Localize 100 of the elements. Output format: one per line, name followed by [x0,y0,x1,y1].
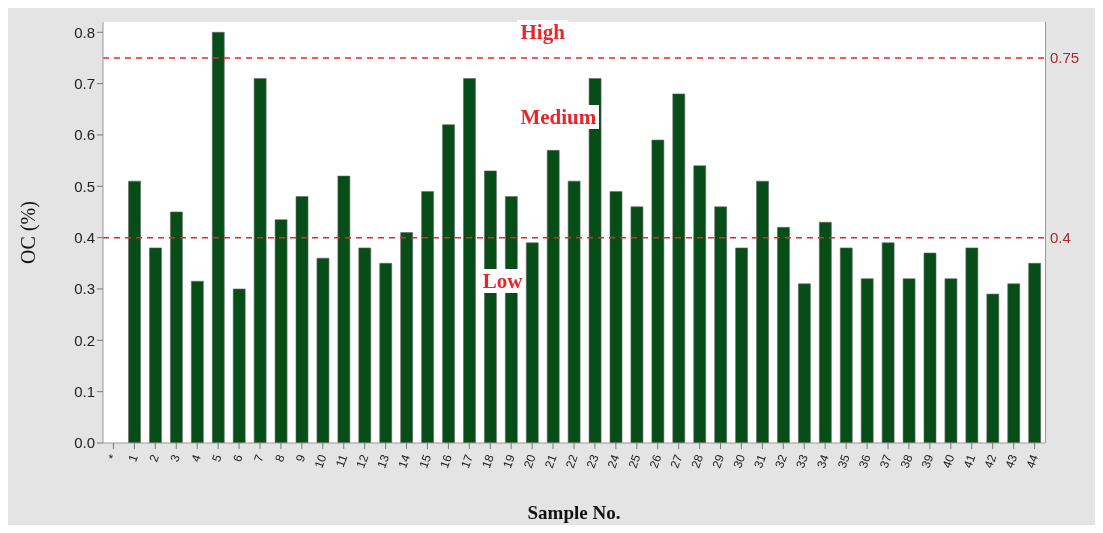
y-tick-label: 0.2 [74,331,95,349]
bar [986,293,1000,443]
x-tick-label: 2 [146,452,163,464]
x-tick-label: 4 [188,452,204,464]
x-tick-label: 34 [814,452,832,470]
x-tick-label: 43 [1002,452,1021,470]
bar [923,252,937,443]
annotation: High [517,20,568,45]
bar [211,31,225,443]
bar [672,93,686,443]
x-tick-label: 39 [918,452,937,470]
x-tick-label: 25 [625,452,644,470]
x-tick-label: 14 [395,452,414,470]
y-tick-label: 0.1 [74,382,95,400]
x-tick-label: 10 [311,452,330,470]
x-tick-label: 11 [332,452,351,470]
bar [149,247,162,443]
x-tick-label: 35 [834,452,853,470]
bar [400,232,413,443]
bar [274,219,288,443]
y-tick-label: 0.7 [74,74,95,92]
x-tick-label: 15 [416,452,435,470]
bar [379,263,393,443]
x-tick-label: 44 [1023,452,1042,470]
bar [902,278,916,443]
x-tick-label: 3 [167,452,183,464]
bar [1028,263,1041,443]
x-tick-label: 18 [479,452,497,470]
x-tick-label: 1 [125,452,142,464]
bar [777,227,790,443]
x-tick-label: 16 [437,452,456,470]
ref-line-label: 0.75 [1050,49,1080,67]
bar [819,221,832,443]
x-tick-label: 42 [981,452,1000,470]
x-tick-label: 28 [688,452,707,470]
bar [232,288,246,443]
bar [756,180,769,443]
x-tick-label: 33 [793,452,811,470]
bar [881,242,895,443]
x-tick-label: 6 [230,452,246,464]
bar [609,191,623,443]
y-tick-label: 0.8 [74,23,95,41]
x-tick-label: 7 [251,452,267,464]
bar [463,78,476,443]
annotation: Low [479,269,526,294]
y-tick-label: 0.6 [74,126,95,144]
bar [944,278,958,443]
x-tick-label: 36 [855,452,874,470]
x-tick-label: 12 [353,452,372,470]
x-tick-label: 32 [772,452,791,470]
x-tick-label: 19 [500,452,518,470]
bar [630,206,644,443]
x-tick-label: 20 [520,452,539,470]
annotation: Medium [517,104,600,129]
bar [525,242,539,443]
bar [798,283,811,443]
x-tick-label: 27 [667,452,686,470]
x-tick-label: 13 [374,452,393,470]
bar [567,180,581,443]
x-tick-label: 30 [730,452,749,470]
bar [295,196,309,443]
x-tick-label: 38 [897,452,916,470]
bar [128,180,141,443]
bar [358,247,372,443]
x-tick-label: 23 [583,452,602,470]
x-tick-label: 9 [293,452,309,464]
bar [253,78,267,443]
x-tick-label: 40 [939,452,958,470]
y-tick-label: 0.4 [74,228,95,246]
y-axis-title: OC (%) [17,201,41,264]
bar [170,211,183,443]
bar [860,278,874,443]
x-tick-label: 29 [709,452,728,470]
y-tick-label: 0.5 [74,177,95,195]
bar [651,139,665,443]
bar [839,247,853,443]
x-tick-label: 41 [960,452,979,470]
bar [735,247,748,443]
x-tick-label: 24 [604,452,623,470]
bar [693,165,707,443]
x-tick-label: 17 [458,452,477,470]
bar [714,206,727,443]
x-tick-label: 26 [646,452,665,470]
x-tick-label: 22 [562,452,581,470]
x-tick-label: 5 [209,452,225,464]
x-tick-label: 31 [751,452,770,470]
y-tick-label: 0.0 [74,434,95,452]
bar [546,150,560,443]
y-tick-label: 0.3 [74,280,95,298]
bar [421,191,434,443]
bar [191,280,204,443]
bar [965,247,979,443]
bar [442,124,455,443]
x-tick-label: * [105,452,121,462]
x-tick-label: 21 [541,452,560,470]
x-tick-label: 8 [272,452,288,464]
ref-line-label: 0.4 [1050,228,1071,246]
bar [316,257,330,443]
bar [337,175,351,443]
x-axis-title: Sample No. [527,502,621,523]
